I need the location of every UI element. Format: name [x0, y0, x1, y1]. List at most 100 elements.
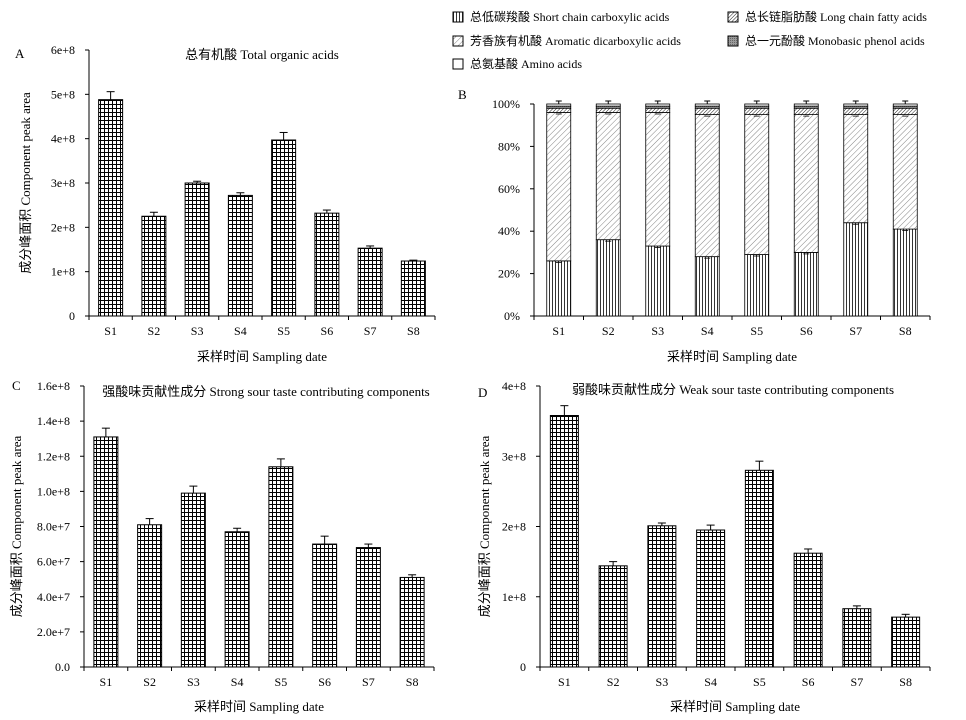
- legend-label: 芳香族有机酸 Aromatic dicarboxylic acids: [470, 33, 681, 48]
- y-tick-label: 2e+8: [502, 520, 526, 534]
- stacked-bar-segment: [546, 112, 572, 262]
- y-tick-label: 4e+8: [51, 132, 75, 146]
- x-tick-label: S8: [899, 675, 912, 689]
- x-tick-label: S6: [800, 324, 813, 338]
- x-tick-label: S6: [321, 324, 334, 338]
- y-tick-label: 4.0e+7: [37, 590, 70, 604]
- x-tick-label: S5: [277, 324, 290, 338]
- chart-panel-c: 0.0 2.0e+7 4.0e+7 6.0e+7 8.0e+7 1.0e+8 1.2e+8 1…: [9, 379, 435, 714]
- bar: [400, 260, 426, 317]
- x-tick-label: S2: [607, 675, 620, 689]
- y-tick-label: 0%: [504, 309, 520, 323]
- y-tick-label: 0: [520, 660, 526, 674]
- bar: [744, 469, 774, 668]
- bar: [184, 182, 210, 317]
- legend: 总低碳羧酸 Short chain carboxylic acids 总长链脂肪酸…: [452, 9, 927, 71]
- y-tick-label: 1.6e+8: [37, 379, 70, 393]
- stacked-bar-segment: [645, 112, 671, 247]
- legend-label: 总长链脂肪酸 Long chain fatty acids: [745, 9, 927, 24]
- x-tick-label: S1: [558, 675, 571, 689]
- bar: [793, 552, 823, 668]
- y-tick-label: 80%: [498, 139, 520, 153]
- x-tick-label: S2: [602, 324, 615, 338]
- stacked-bar-segment: [694, 256, 720, 317]
- legend-label: 总氨基酸 Amino acids: [470, 56, 582, 71]
- legend-swatch: [727, 35, 739, 47]
- stacked-bar-segment: [694, 103, 720, 107]
- y-tick-label: 60%: [498, 182, 520, 196]
- x-tick-label: S4: [701, 324, 714, 338]
- stacked-bar-segment: [744, 107, 770, 115]
- legend-swatch: [452, 35, 464, 47]
- x-tick-label: S6: [318, 675, 331, 689]
- y-tick-label: 0.0: [55, 660, 70, 674]
- bar: [647, 525, 677, 668]
- chart-panel-d: 0 1e+8 2e+8 3e+8 4e+8 S1 S2 S3 S4 S5 S6 S7 S8 采样时间 Sa…: [477, 379, 931, 714]
- stacked-bar-segment: [645, 107, 671, 113]
- x-tick-label: S4: [231, 675, 244, 689]
- chart-panel-b: 0% 20% 40% 60% 80% 100% S1 S2 S3 S4 S5 S6 S7 S8 采样时间 S…: [492, 97, 931, 364]
- stacked-bar-segment: [744, 103, 770, 107]
- y-tick-label: 20%: [498, 267, 520, 281]
- stacked-bar-segment: [793, 114, 819, 253]
- chart-title: 弱酸味贡献性成分 Weak sour taste contributing co…: [572, 382, 894, 397]
- legend-swatch: [452, 58, 464, 70]
- stacked-bar-segment: [595, 239, 621, 317]
- y-tick-label: 1.4e+8: [37, 414, 70, 428]
- stacked-bar-segment: [892, 107, 918, 115]
- stacked-bar-segment: [694, 107, 720, 115]
- x-tick-label: S1: [552, 324, 565, 338]
- stacked-bar-segment: [793, 103, 819, 107]
- x-tick-label: S3: [651, 324, 664, 338]
- panel-label-b: B: [458, 87, 467, 102]
- x-axis-title: 采样时间 Sampling date: [667, 349, 797, 364]
- x-tick-label: S1: [104, 324, 117, 338]
- x-tick-label: S7: [364, 324, 377, 338]
- x-axis-title: 采样时间 Sampling date: [194, 699, 324, 714]
- chart-title: 强酸味贡献性成分 Strong sour taste contributing …: [102, 384, 430, 399]
- panel-label-a: A: [15, 46, 25, 61]
- stacked-bar-segment: [843, 222, 869, 317]
- y-tick-label: 0: [69, 309, 75, 323]
- stacked-bar-segment: [694, 114, 720, 258]
- x-tick-label: S7: [362, 675, 375, 689]
- y-tick-label: 1e+8: [51, 265, 75, 279]
- x-tick-label: S4: [234, 324, 247, 338]
- legend-swatch: [452, 11, 464, 23]
- y-tick-label: 3e+8: [51, 176, 75, 190]
- stacked-bar-segment: [793, 107, 819, 115]
- stacked-bar-segment: [892, 103, 918, 107]
- x-tick-label: S2: [143, 675, 156, 689]
- bar: [271, 139, 297, 317]
- x-tick-label: S7: [849, 324, 862, 338]
- bar: [842, 608, 872, 668]
- bar: [891, 616, 921, 668]
- y-tick-label: 100%: [492, 97, 520, 111]
- y-tick-label: 8.0e+7: [37, 520, 70, 534]
- stacked-bar-segment: [793, 251, 819, 317]
- stacked-bar-segment: [892, 228, 918, 317]
- legend-label: 总低碳羧酸 Short chain carboxylic acids: [470, 9, 670, 24]
- stacked-bar-segment: [546, 107, 572, 113]
- x-tick-label: S8: [406, 675, 419, 689]
- bar: [224, 531, 250, 668]
- legend-label: 总一元酚酸 Monobasic phenol acids: [745, 33, 925, 48]
- stacked-bar-segment: [843, 114, 869, 224]
- bar: [696, 529, 726, 668]
- panel-label-c: C: [12, 378, 21, 393]
- x-tick-label: S4: [704, 675, 717, 689]
- y-tick-label: 4e+8: [502, 379, 526, 393]
- x-tick-label: S5: [753, 675, 766, 689]
- bar: [399, 576, 425, 668]
- x-tick-label: S2: [148, 324, 161, 338]
- stacked-bar-segment: [595, 112, 621, 241]
- x-tick-label: S7: [851, 675, 864, 689]
- bar: [93, 436, 119, 668]
- x-tick-label: S5: [750, 324, 763, 338]
- x-tick-label: S8: [899, 324, 912, 338]
- bar: [549, 415, 579, 668]
- x-tick-label: S3: [656, 675, 669, 689]
- y-tick-label: 1e+8: [502, 590, 526, 604]
- x-tick-label: S8: [407, 324, 420, 338]
- stacked-bar-segment: [843, 107, 869, 115]
